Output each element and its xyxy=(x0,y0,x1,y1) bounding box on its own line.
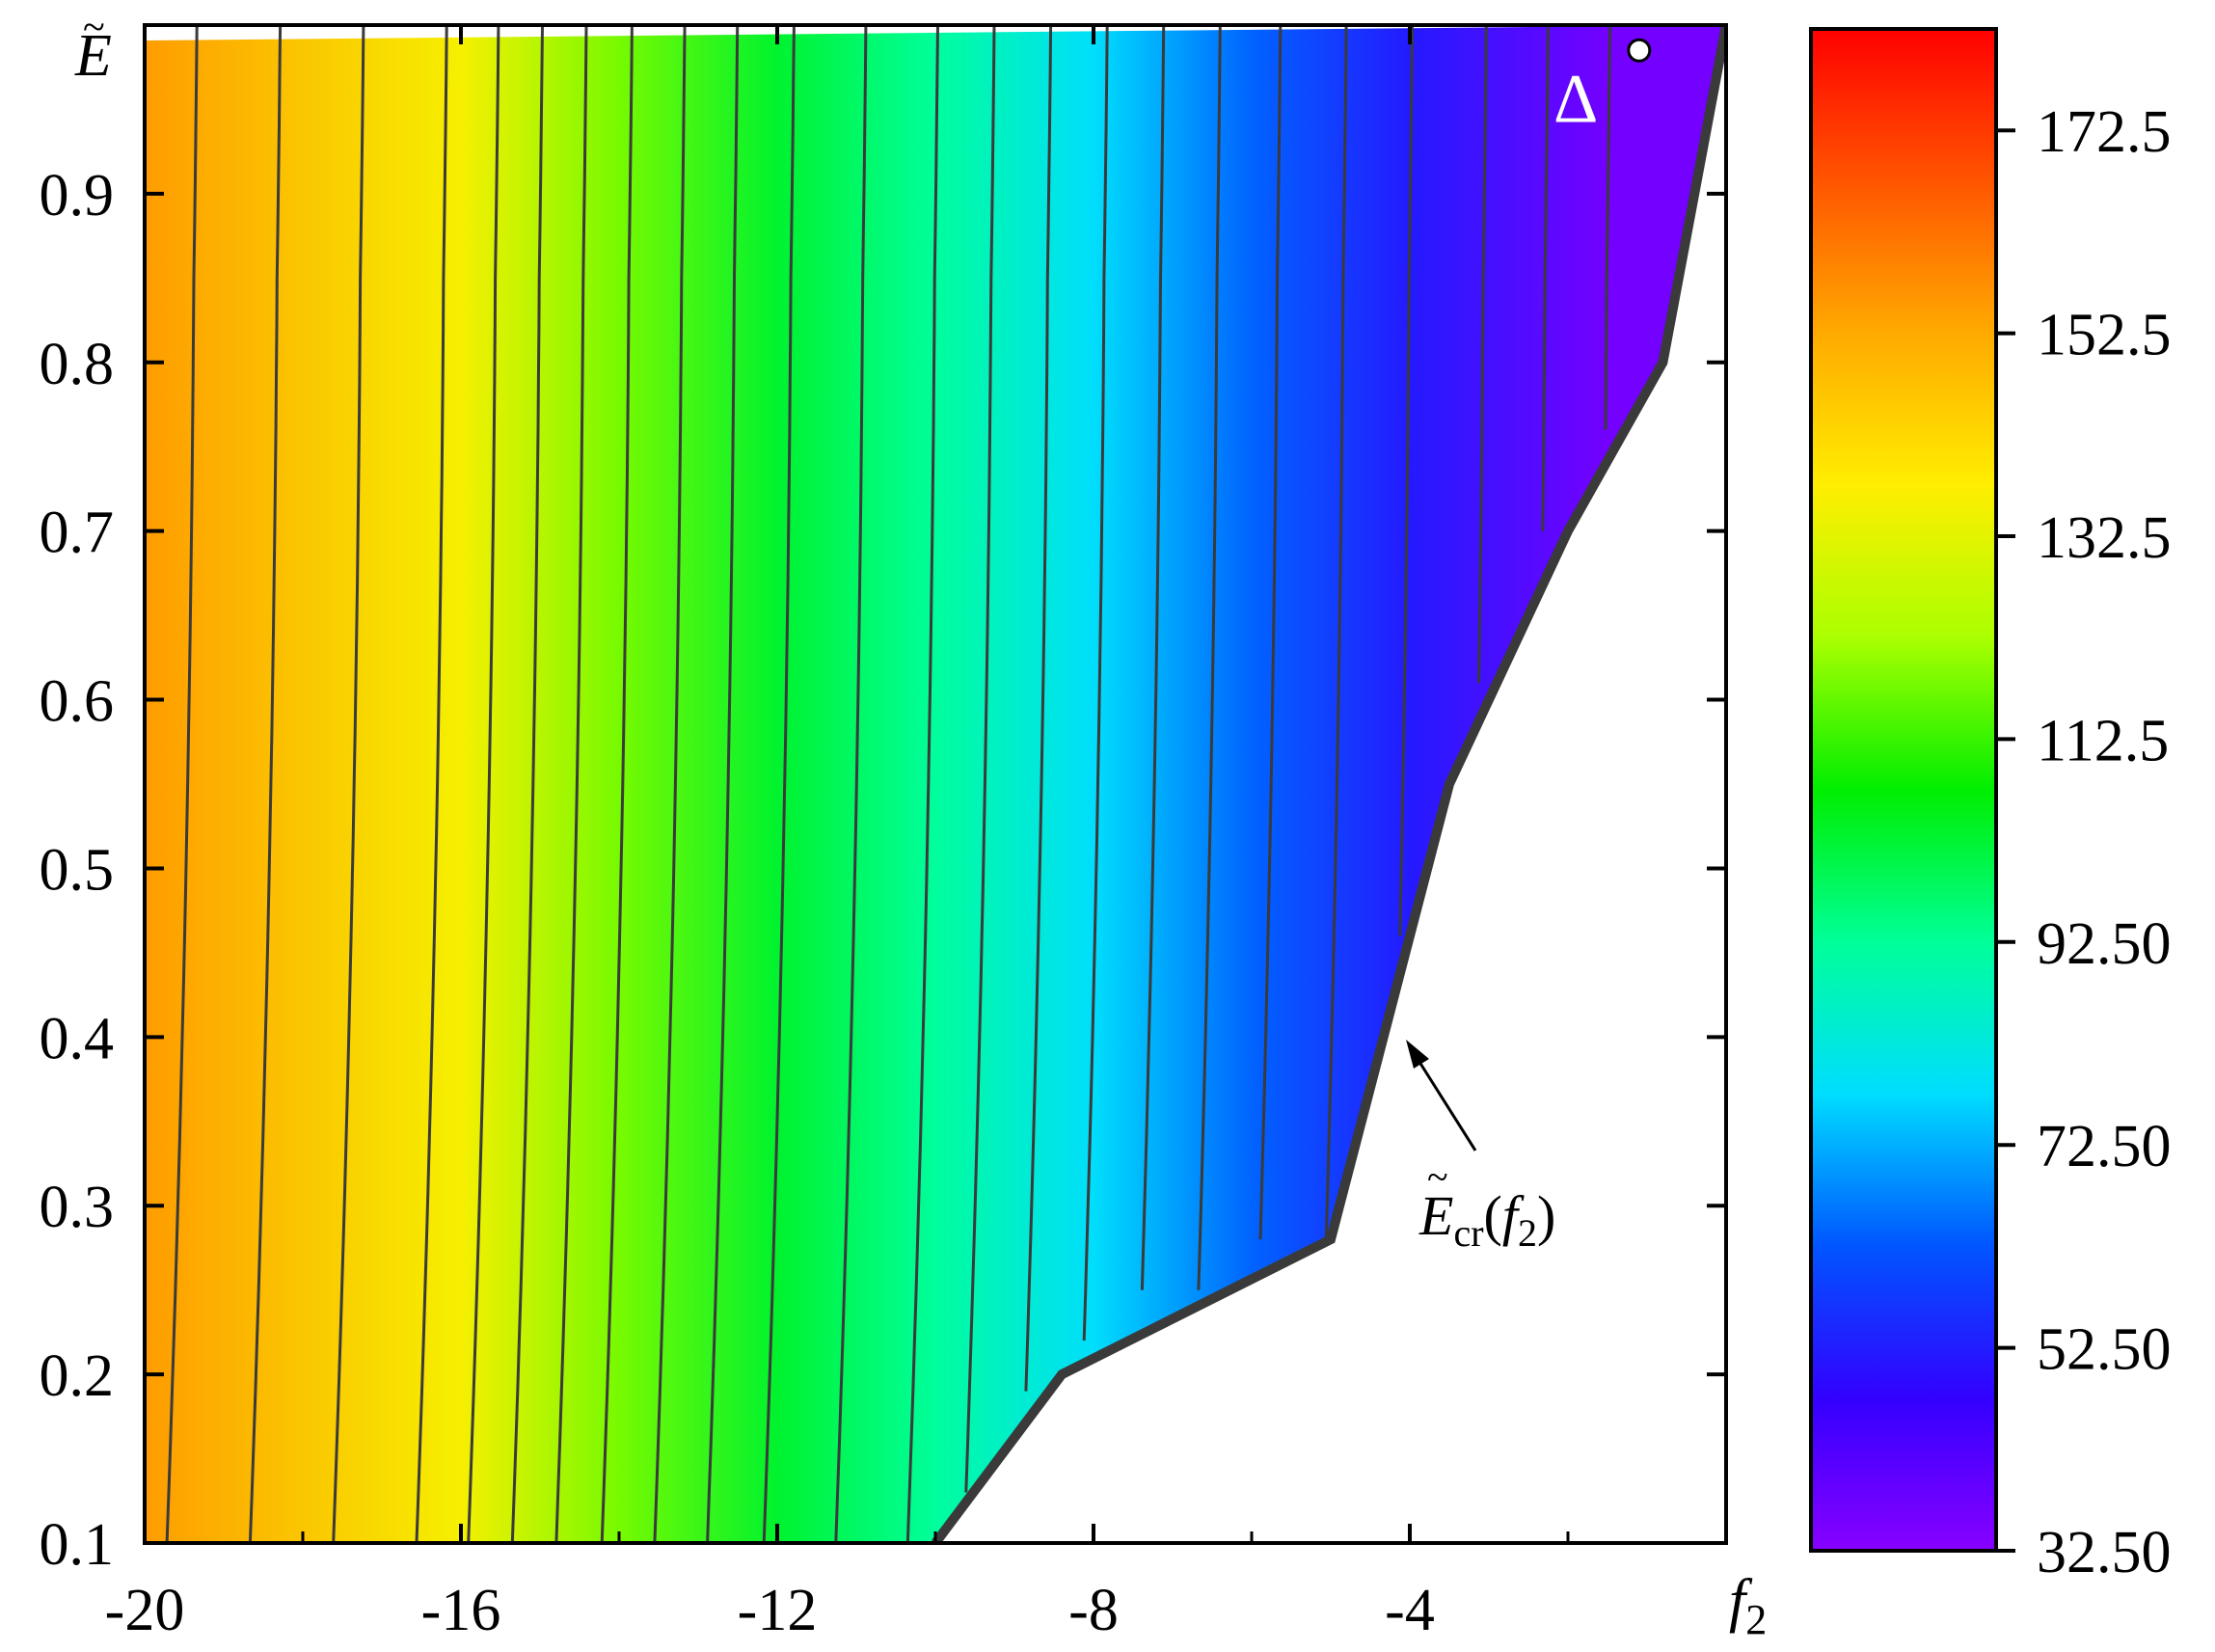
contour-line xyxy=(248,25,283,1543)
x-axis-title: f2 xyxy=(1729,1568,1767,1643)
contour-line xyxy=(332,25,365,1543)
svg-text:E: E xyxy=(74,23,112,89)
contour-line xyxy=(600,25,634,1543)
colorbar-frame xyxy=(1809,27,1998,1553)
contour-line xyxy=(1197,25,1222,1290)
y-tick-label: 0.8 xyxy=(40,332,115,397)
y-tick-label: 0.7 xyxy=(40,501,115,566)
svg-text:~: ~ xyxy=(83,6,105,50)
x-tick-label: -12 xyxy=(738,1578,818,1643)
y-tick-label: 0.3 xyxy=(40,1175,115,1240)
contour-line xyxy=(964,25,996,1493)
contour-line xyxy=(653,25,687,1543)
marker-circle xyxy=(1627,38,1652,63)
contour-lines xyxy=(165,25,1611,1543)
contour-line xyxy=(834,25,868,1543)
y-axis: 0.1 0.2 0.3 0.4 0.5 0.6 0.7 0.8 0.9 xyxy=(40,163,1726,1578)
plot-area xyxy=(145,25,1726,1543)
contour-line xyxy=(1324,25,1348,1240)
boundary-annotation: Ecr(f2) ~ xyxy=(1406,1040,1555,1255)
colorbar-tick-label: 32.50 xyxy=(2037,1520,2172,1585)
colorbar-fill xyxy=(1811,29,1996,1551)
svg-text:~: ~ xyxy=(1427,1155,1448,1199)
contour-line xyxy=(415,25,448,1543)
contour-line xyxy=(1541,25,1550,531)
marker-delta: Δ xyxy=(1553,61,1598,138)
markers: Δ xyxy=(1553,38,1652,138)
contour-line xyxy=(1082,25,1109,1341)
colored-field xyxy=(145,25,1726,1543)
x-tick-label: -20 xyxy=(105,1578,185,1643)
y-tick-label: 0.5 xyxy=(40,837,115,903)
x-tick-label: -16 xyxy=(421,1578,501,1643)
contour-line xyxy=(1258,25,1283,1240)
contour-line xyxy=(510,25,544,1543)
colorbar-tick-label: 72.50 xyxy=(2037,1114,2172,1179)
contour-line xyxy=(706,25,740,1543)
colorbar-tick-label: 172.5 xyxy=(2037,99,2172,165)
y-tick-label: 0.1 xyxy=(40,1512,115,1578)
colorbar-tick-label: 152.5 xyxy=(2037,303,2172,368)
y-tick-label: 0.6 xyxy=(40,669,115,735)
colorbar-tick-label: 112.5 xyxy=(2037,708,2169,773)
contour-line xyxy=(165,25,199,1543)
colorbar-tick-label: 92.50 xyxy=(2037,911,2172,977)
contour-line xyxy=(762,25,796,1543)
colorbar-tick-label: 52.50 xyxy=(2037,1317,2172,1383)
x-axis: -20 -16 -12 -8 -4 xyxy=(105,25,1570,1643)
y-tick-label: 0.9 xyxy=(40,163,115,229)
colorbar: 32.50 52.50 72.50 92.50 112.5 132.5 152.5 172.5 xyxy=(1809,27,2172,1585)
annotation-arrowhead xyxy=(1406,1040,1429,1069)
contour-line xyxy=(554,25,588,1543)
contour-line xyxy=(467,25,500,1543)
x-tick-label: -8 xyxy=(1068,1578,1119,1643)
svg-text:Ecr(f2): Ecr(f2) xyxy=(1418,1184,1555,1255)
contour-line xyxy=(1024,25,1053,1392)
contour-line xyxy=(1604,25,1611,430)
annotation-arrow-line xyxy=(1411,1050,1477,1151)
contour-line xyxy=(1398,25,1414,936)
colorbar-tick-label: 132.5 xyxy=(2037,505,2172,571)
y-axis-title: E ~ xyxy=(74,6,112,89)
critical-boundary-line xyxy=(932,25,1726,1543)
contour-line xyxy=(1477,25,1488,684)
colorbar-ticks: 32.50 52.50 72.50 92.50 112.5 132.5 152.5 172.5 xyxy=(1996,99,2172,1585)
y-tick-label: 0.2 xyxy=(40,1343,115,1409)
x-tick-label: -4 xyxy=(1385,1578,1435,1643)
contour-line xyxy=(905,25,939,1543)
contour-line xyxy=(1140,25,1166,1290)
y-tick-label: 0.4 xyxy=(40,1006,115,1071)
